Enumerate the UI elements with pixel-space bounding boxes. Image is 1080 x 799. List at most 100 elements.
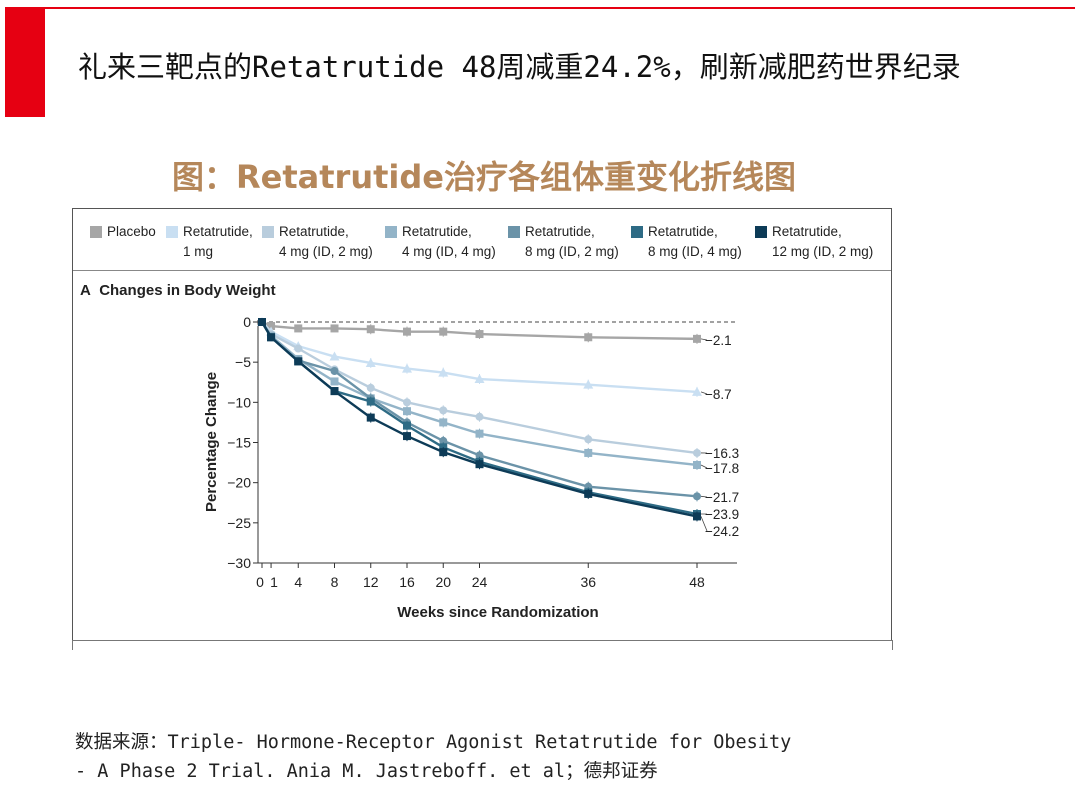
data-point: [330, 324, 339, 333]
series-line-1: [261, 321, 698, 394]
y-tick-label: −20: [227, 475, 251, 491]
legend-swatch-6: [755, 226, 767, 238]
data-point: [267, 322, 276, 331]
legend-label-line1: Retatrutide,: [525, 224, 595, 239]
legend-label-2: Retatrutide, 4 mg (ID, 2 mg): [279, 222, 373, 262]
data-point: [584, 435, 593, 444]
data-point: [693, 492, 701, 501]
slide-title: 礼来三靶点的Retatrutide 48周减重24.2%，刷新减肥药世界纪录: [78, 50, 961, 84]
data-point: [366, 325, 375, 334]
legend-label-1: Retatrutide, 1 mg: [183, 222, 253, 262]
series-end-label: −17.8: [705, 461, 739, 476]
title-accent-line: [45, 7, 1075, 9]
legend-label-line1: Retatrutide,: [183, 224, 253, 239]
data-point: [584, 489, 593, 498]
data-point: [403, 432, 411, 441]
y-tick-label: −10: [227, 394, 251, 410]
legend-item-5: Retatrutide, 8 mg (ID, 4 mg): [631, 222, 742, 262]
legend-item-0: Placebo: [90, 222, 156, 242]
data-point: [475, 460, 484, 469]
source-line-1: 数据来源：Triple- Hormone-Receptor Agonist Re…: [75, 732, 792, 753]
legend-label-line1: Retatrutide,: [279, 224, 349, 239]
source-note: 数据来源：Triple- Hormone-Receptor Agonist Re…: [75, 728, 791, 786]
end-label-leader: [700, 516, 708, 532]
y-tick-label: −25: [227, 515, 251, 531]
series-end-label: −2.1: [705, 333, 732, 348]
figure-title: 图：Retatrutide治疗各组体重变化折线图: [172, 158, 796, 196]
legend-label-line2: 4 mg (ID, 4 mg): [402, 244, 496, 259]
data-point: [366, 397, 375, 406]
chart-panel-title: A Changes in Body Weight: [80, 282, 276, 299]
x-tick-label: 20: [435, 574, 451, 590]
data-point: [403, 327, 411, 336]
legend-item-6: Retatrutide, 12 mg (ID, 2 mg): [755, 222, 873, 262]
series-line-6: [260, 321, 698, 518]
data-point: [294, 324, 303, 333]
data-point: [693, 448, 701, 457]
data-point: [475, 330, 484, 339]
data-point: [475, 429, 484, 438]
data-point: [693, 512, 701, 521]
chart-frame-tick-right: [892, 640, 893, 650]
data-point: [402, 363, 412, 373]
data-point: [474, 374, 485, 384]
series-line-3: [261, 321, 698, 467]
legend-label-line1: Retatrutide,: [648, 224, 718, 239]
data-point: [583, 379, 594, 389]
legend-swatch-5: [631, 226, 643, 238]
x-tick-label: 24: [472, 574, 488, 590]
legend-swatch-2: [262, 226, 274, 238]
series-end-label: −8.7: [705, 387, 732, 402]
legend-item-2: Retatrutide, 4 mg (ID, 2 mg): [262, 222, 373, 262]
x-tick-label: 36: [580, 574, 596, 590]
legend-label-6: Retatrutide, 12 mg (ID, 2 mg): [772, 222, 873, 262]
series-end-label: −16.3: [705, 446, 739, 461]
chart-frame-tick-left: [72, 640, 73, 650]
chart-frame-base: [72, 640, 893, 641]
panel-letter: A: [80, 282, 91, 299]
legend-label-line2: 4 mg (ID, 2 mg): [279, 244, 373, 259]
data-point: [584, 333, 593, 342]
legend-label-line2: 8 mg (ID, 4 mg): [648, 244, 742, 259]
data-point: [693, 460, 701, 469]
legend-divider: [73, 270, 891, 271]
y-tick-label: −15: [227, 435, 251, 451]
end-label-leader: [700, 338, 708, 341]
data-point: [439, 327, 448, 336]
legend-item-4: Retatrutide, 8 mg (ID, 2 mg): [508, 222, 619, 262]
data-point: [439, 448, 448, 457]
source-line-2: - A Phase 2 Trial. Ania M. Jastreboff. e…: [75, 761, 658, 782]
legend-label-line1: Placebo: [107, 224, 156, 239]
legend-label-line1: Retatrutide,: [772, 224, 842, 239]
series-end-label: −23.9: [705, 507, 739, 522]
x-tick-label: 48: [689, 574, 705, 590]
chart-title: Changes in Body Weight: [99, 282, 276, 299]
legend-swatch-0: [90, 226, 102, 238]
data-point: [366, 383, 375, 392]
title-accent-bar: [5, 7, 45, 117]
data-point: [330, 367, 339, 376]
y-tick-label: 0: [243, 314, 251, 330]
legend-label-line2: 8 mg (ID, 2 mg): [525, 244, 619, 259]
legend-label-4: Retatrutide, 8 mg (ID, 2 mg): [525, 222, 619, 262]
data-point: [475, 412, 484, 421]
x-tick-label: 16: [399, 574, 415, 590]
legend-swatch-1: [166, 226, 178, 238]
legend-label-3: Retatrutide, 4 mg (ID, 4 mg): [402, 222, 496, 262]
y-tick-label: −5: [235, 354, 251, 370]
data-point: [475, 451, 484, 460]
data-point: [330, 377, 339, 386]
x-tick-label: 0: [256, 574, 264, 590]
series-end-label: −24.2: [705, 524, 739, 539]
legend-label-5: Retatrutide, 8 mg (ID, 4 mg): [648, 222, 742, 262]
data-point: [403, 421, 411, 430]
legend-item-3: Retatrutide, 4 mg (ID, 4 mg): [385, 222, 496, 262]
data-point: [438, 367, 449, 377]
data-point: [294, 357, 303, 366]
end-label-leader: [700, 464, 708, 469]
data-point: [693, 334, 701, 343]
data-point: [330, 387, 339, 396]
legend-label-line2: 12 mg (ID, 2 mg): [772, 244, 874, 259]
x-tick-label: 4: [294, 574, 302, 590]
